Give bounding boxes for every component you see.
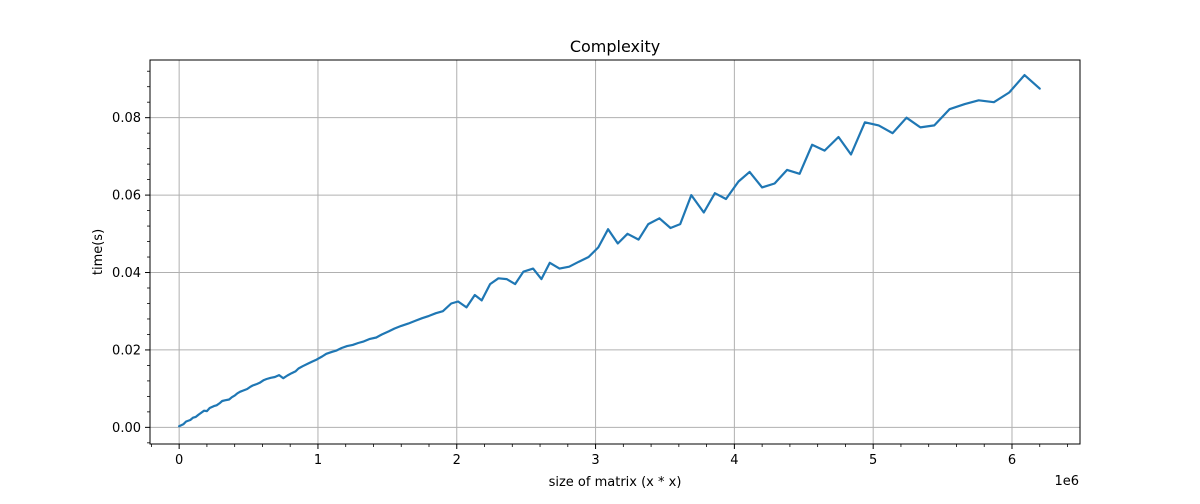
series-line [178,73,1041,428]
x-axis-label: size of matrix (x * x) [549,475,682,490]
y-tick-label: 0.04 [112,266,141,281]
x-tick-label: 5 [869,453,877,468]
axis-ticks [145,70,1068,449]
series-layer [178,73,1041,428]
chart-title: Complexity [570,37,660,56]
x-tick-label: 2 [453,453,461,468]
y-tick-label: 0.00 [112,421,141,436]
y-tick-label: 0.08 [112,111,141,126]
x-tick-label: 1 [314,453,322,468]
x-axis-offset-label: 1e6 [1054,474,1079,489]
y-axis-label: time(s) [91,229,106,275]
plot-frame [149,59,1081,445]
x-tick-label: 3 [591,453,599,468]
x-tick-label: 6 [1008,453,1016,468]
y-tick-label: 0.06 [112,189,141,204]
x-tick-label: 0 [175,453,183,468]
axis-labels: 0 1 2 3 4 5 6 0.00 0.02 0.04 0.06 0.08 [112,111,1016,468]
y-tick-label: 0.02 [112,343,141,358]
x-tick-label: 4 [730,453,738,468]
